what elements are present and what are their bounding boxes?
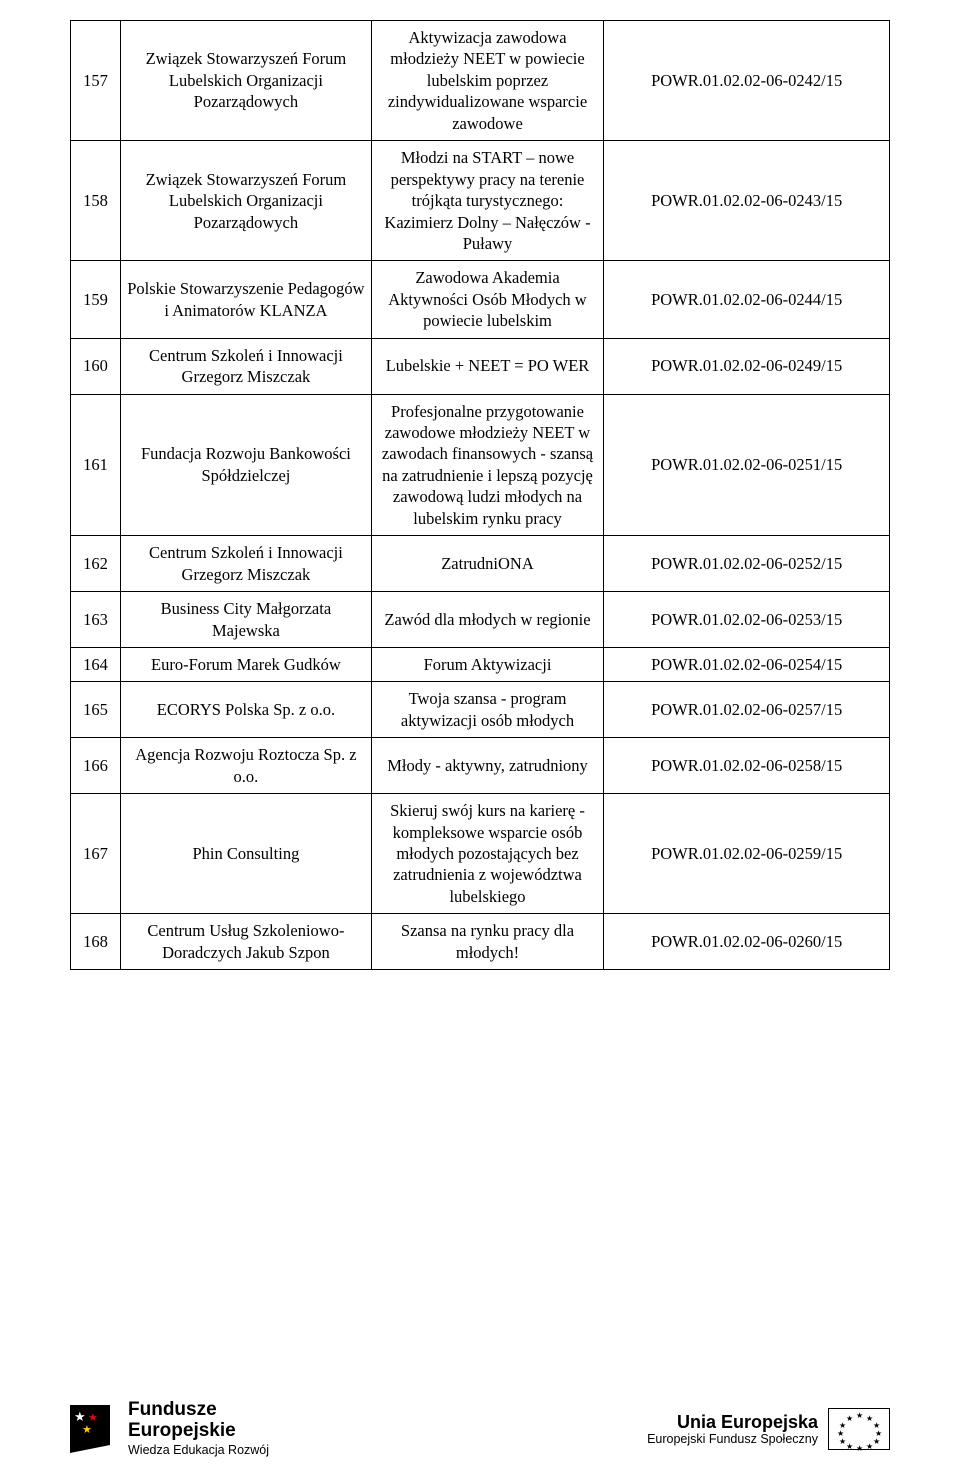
table-row: 161Fundacja Rozwoju Bankowości Spółdziel…	[71, 394, 890, 536]
row-code: POWR.01.02.02-06-0243/15	[604, 141, 890, 261]
table-row: 160Centrum Szkoleń i Innowacji Grzegorz …	[71, 338, 890, 394]
row-number: 159	[71, 261, 121, 338]
row-organization: ECORYS Polska Sp. z o.o.	[121, 682, 372, 738]
row-number: 165	[71, 682, 121, 738]
footer-fundusze-line2: Europejskie	[128, 1421, 269, 1442]
row-number: 163	[71, 592, 121, 648]
table-row: 162Centrum Szkoleń i Innowacji Grzegorz …	[71, 536, 890, 592]
table-row: 165ECORYS Polska Sp. z o.o.Twoja szansa …	[71, 682, 890, 738]
row-code: POWR.01.02.02-06-0252/15	[604, 536, 890, 592]
projects-table: 157Związek Stowarzyszeń Forum Lubelskich…	[70, 20, 890, 970]
row-organization: Centrum Szkoleń i Innowacji Grzegorz Mis…	[121, 536, 372, 592]
row-code: POWR.01.02.02-06-0242/15	[604, 21, 890, 141]
row-project: ZatrudniONA	[371, 536, 604, 592]
row-project: Szansa na rynku pracy dla młodych!	[371, 914, 604, 970]
row-number: 157	[71, 21, 121, 141]
table-row: 167Phin ConsultingSkieruj swój kurs na k…	[71, 794, 890, 914]
row-code: POWR.01.02.02-06-0244/15	[604, 261, 890, 338]
row-code: POWR.01.02.02-06-0253/15	[604, 592, 890, 648]
row-organization: Agencja Rozwoju Roztocza Sp. z o.o.	[121, 738, 372, 794]
row-project: Twoja szansa - program aktywizacji osób …	[371, 682, 604, 738]
row-code: POWR.01.02.02-06-0259/15	[604, 794, 890, 914]
row-number: 160	[71, 338, 121, 394]
row-organization: Euro-Forum Marek Gudków	[121, 647, 372, 681]
table-row: 168Centrum Usług Szkoleniowo-Doradczych …	[71, 914, 890, 970]
footer-fundusze-line1: Fundusze	[128, 1400, 269, 1421]
row-organization: Centrum Szkoleń i Innowacji Grzegorz Mis…	[121, 338, 372, 394]
row-number: 166	[71, 738, 121, 794]
row-organization: Fundacja Rozwoju Bankowości Spółdzielcze…	[121, 394, 372, 536]
row-code: POWR.01.02.02-06-0251/15	[604, 394, 890, 536]
row-project: Forum Aktywizacji	[371, 647, 604, 681]
table-row: 159Polskie Stowarzyszenie Pedagogów i An…	[71, 261, 890, 338]
footer-left: ★ ★ ★ Fundusze Europejskie Wiedza Edukac…	[70, 1400, 269, 1458]
footer-left-text: Fundusze Europejskie Wiedza Edukacja Roz…	[128, 1400, 269, 1458]
footer-right-text: Unia Europejska Europejski Fundusz Społe…	[647, 1412, 818, 1447]
row-organization: Polskie Stowarzyszenie Pedagogów i Anima…	[121, 261, 372, 338]
row-number: 168	[71, 914, 121, 970]
row-number: 162	[71, 536, 121, 592]
footer-eu-line2: Europejski Fundusz Społeczny	[647, 1432, 818, 1446]
table-row: 166Agencja Rozwoju Roztocza Sp. z o.o.Mł…	[71, 738, 890, 794]
row-code: POWR.01.02.02-06-0254/15	[604, 647, 890, 681]
table-row: 157Związek Stowarzyszeń Forum Lubelskich…	[71, 21, 890, 141]
row-organization: Związek Stowarzyszeń Forum Lubelskich Or…	[121, 21, 372, 141]
row-number: 161	[71, 394, 121, 536]
row-code: POWR.01.02.02-06-0260/15	[604, 914, 890, 970]
row-organization: Centrum Usług Szkoleniowo-Doradczych Jak…	[121, 914, 372, 970]
row-project: Zawód dla młodych w regionie	[371, 592, 604, 648]
row-code: POWR.01.02.02-06-0257/15	[604, 682, 890, 738]
row-project: Aktywizacja zawodowa młodzieży NEET w po…	[371, 21, 604, 141]
row-number: 164	[71, 647, 121, 681]
footer-fundusze-line3: Wiedza Edukacja Rozwój	[128, 1444, 269, 1458]
row-organization: Business City Małgorzata Majewska	[121, 592, 372, 648]
page-footer: ★ ★ ★ Fundusze Europejskie Wiedza Edukac…	[70, 1400, 890, 1458]
fundusze-logo-icon: ★ ★ ★	[70, 1405, 118, 1453]
row-project: Profesjonalne przygotowanie zawodowe mło…	[371, 394, 604, 536]
row-project: Młodzi na START – nowe perspektywy pracy…	[371, 141, 604, 261]
row-code: POWR.01.02.02-06-0249/15	[604, 338, 890, 394]
row-project: Młody - aktywny, zatrudniony	[371, 738, 604, 794]
footer-right: Unia Europejska Europejski Fundusz Społe…	[647, 1408, 890, 1450]
row-organization: Związek Stowarzyszeń Forum Lubelskich Or…	[121, 141, 372, 261]
row-project: Skieruj swój kurs na karierę - komplekso…	[371, 794, 604, 914]
row-number: 167	[71, 794, 121, 914]
row-number: 158	[71, 141, 121, 261]
row-project: Lubelskie + NEET = PO WER	[371, 338, 604, 394]
table-row: 164Euro-Forum Marek GudkówForum Aktywiza…	[71, 647, 890, 681]
eu-flag-icon: ★ ★ ★ ★ ★ ★ ★ ★ ★ ★ ★ ★	[828, 1408, 890, 1450]
row-project: Zawodowa Akademia Aktywności Osób Młodyc…	[371, 261, 604, 338]
table-row: 163Business City Małgorzata MajewskaZawó…	[71, 592, 890, 648]
table-row: 158Związek Stowarzyszeń Forum Lubelskich…	[71, 141, 890, 261]
row-organization: Phin Consulting	[121, 794, 372, 914]
footer-eu-line1: Unia Europejska	[677, 1412, 818, 1433]
row-code: POWR.01.02.02-06-0258/15	[604, 738, 890, 794]
